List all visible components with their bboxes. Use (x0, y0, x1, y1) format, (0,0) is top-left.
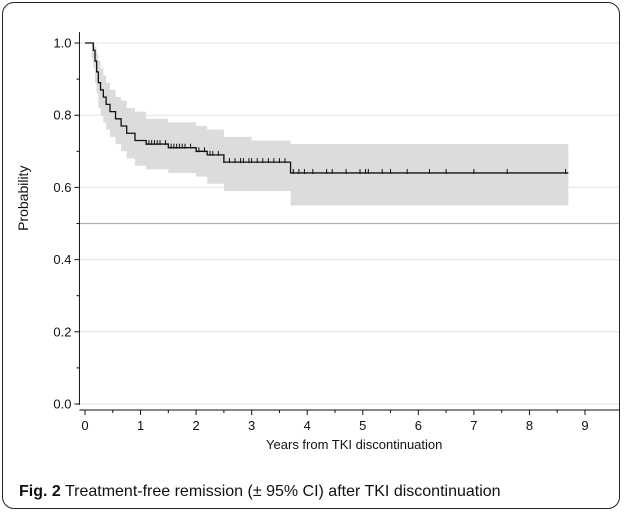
x-tick-label-8: 8 (526, 418, 533, 433)
y-tick-label-3: 0.6 (53, 180, 71, 195)
caption-text: Treatment-free remission (± 95% CI) afte… (64, 483, 501, 500)
x-tick-label-1: 1 (137, 418, 144, 433)
x-tick-label-3: 3 (248, 418, 255, 433)
caption-label: Fig. 2 (19, 483, 61, 500)
km-curve (85, 42, 569, 174)
x-tick-label-5: 5 (359, 418, 366, 433)
y-tick-label-2: 0.4 (53, 252, 71, 267)
x-tick-label-4: 4 (304, 418, 311, 433)
x-tick-label-9: 9 (581, 418, 588, 433)
x-tick-label-6: 6 (415, 418, 422, 433)
figure-caption: Fig. 2 Treatment-free remission (± 95% C… (19, 483, 619, 501)
x-tick-label-0: 0 (81, 418, 88, 433)
axis-layer: 0.0 0.2 0.4 0.6 0.8 1.0 0 1 2 3 4 5 6 7 8 9 Years from T… (15, 32, 619, 452)
survival-chart: 0.0 0.2 0.4 0.6 0.8 1.0 0 1 2 3 4 5 6 7 8 9 Years from T… (15, 32, 619, 452)
figure-frame: 0.0 0.2 0.4 0.6 0.8 1.0 0 1 2 3 4 5 6 7 8 9 Years from T… (2, 2, 620, 509)
x-tick-label-7: 7 (470, 418, 477, 433)
ci-band-layer (85, 43, 569, 206)
y-tick-label-4: 0.8 (53, 108, 71, 123)
y-tick-label-1: 0.2 (53, 324, 71, 339)
y-axis-title: Probability (15, 166, 31, 231)
x-axis-title: Years from TKI discontinuation (266, 437, 442, 452)
y-tick-label-0: 0.0 (53, 397, 71, 412)
km-line-layer (85, 42, 569, 174)
x-tick-label-2: 2 (192, 418, 199, 433)
y-tick-label-5: 1.0 (53, 36, 71, 51)
censor-mark-layer (145, 140, 567, 174)
ci-band (85, 43, 569, 206)
grid-layer (79, 42, 619, 405)
